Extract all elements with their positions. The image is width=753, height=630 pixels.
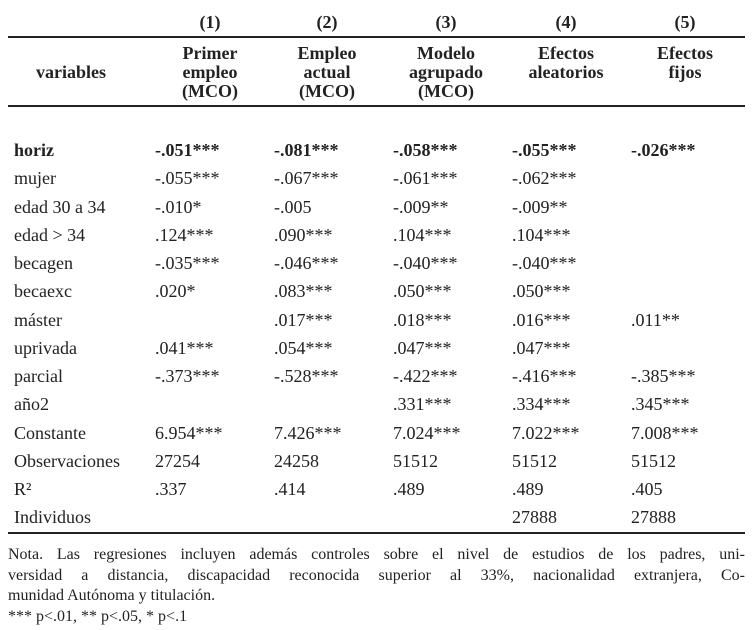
- cell: 24258: [274, 450, 319, 471]
- cell: -.385***: [631, 366, 696, 386]
- row-label: máster: [14, 309, 62, 330]
- cell: 7.024***: [393, 422, 461, 443]
- cell: .018***: [393, 309, 452, 330]
- cell: 7.426***: [274, 422, 342, 443]
- cell: -.416***: [512, 366, 577, 386]
- cell: .011**: [631, 309, 680, 330]
- cell: -.040***: [393, 253, 458, 273]
- column-title: agrupado: [408, 62, 484, 82]
- row-label: año2: [14, 394, 49, 415]
- cell: .337: [155, 479, 187, 499]
- cell: .334***: [512, 394, 571, 415]
- cell: .041***: [155, 337, 214, 358]
- cell: 6.954***: [155, 422, 223, 443]
- cell: .054***: [274, 337, 333, 358]
- cell: -.528***: [274, 366, 339, 386]
- cell: -.010*: [155, 196, 202, 217]
- column-title: (MCO): [182, 81, 238, 101]
- bottom-rule: [8, 532, 745, 534]
- cell: -.373***: [155, 366, 220, 386]
- cell: -.040***: [512, 253, 577, 273]
- cell: -.051***: [155, 140, 220, 160]
- cell: 51512: [631, 450, 676, 471]
- row-label: parcial: [14, 366, 63, 386]
- cell: .090***: [274, 224, 333, 245]
- column-title: empleo: [182, 62, 238, 82]
- cell: 27888: [631, 507, 676, 528]
- row-label: uprivada: [14, 337, 77, 358]
- cell: -.009**: [512, 196, 568, 217]
- note-line: versidad a distancia, discapacidad recon…: [8, 566, 745, 584]
- cell: .104***: [512, 224, 571, 245]
- column-title: aleatorios: [528, 62, 604, 82]
- cell: 7.008***: [631, 422, 699, 443]
- cell: -.009**: [393, 196, 449, 217]
- cell: .016***: [512, 309, 571, 330]
- note-line: Nota. Las regresiones incluyen además co…: [8, 546, 745, 563]
- column-number: (1): [199, 12, 221, 32]
- row-label: edad 30 a 34: [14, 196, 106, 217]
- top-rule: [8, 36, 745, 38]
- cell: -.055***: [155, 168, 220, 189]
- cell: .104***: [393, 224, 452, 245]
- row-label: becaexc: [14, 281, 72, 302]
- cell: -.026***: [631, 140, 696, 160]
- column-title: (MCO): [418, 81, 474, 101]
- cell: -.005: [274, 196, 312, 217]
- cell: .405: [631, 479, 663, 499]
- cell: .124***: [155, 224, 214, 245]
- cell: .047***: [393, 337, 452, 358]
- column-title: actual: [303, 62, 351, 82]
- column-title: Empleo: [297, 43, 357, 63]
- column-number: (4): [555, 12, 577, 32]
- row-label: Individuos: [14, 507, 92, 528]
- cell: .489: [512, 479, 544, 499]
- cell: .050***: [512, 281, 571, 302]
- cell: .489: [393, 479, 425, 499]
- cell: 27254: [155, 450, 200, 471]
- column-number: (5): [674, 12, 696, 32]
- cell: 7.022***: [512, 422, 580, 443]
- cell: -.061***: [393, 168, 458, 189]
- cell: -.062***: [512, 168, 577, 189]
- cell: -.058***: [393, 140, 458, 160]
- column-title: Primer: [182, 43, 238, 63]
- column-number: (2): [316, 12, 338, 32]
- note-line: munidad Autónoma y titulación.: [8, 587, 216, 604]
- header-rule: [8, 105, 745, 107]
- cell: .345***: [631, 394, 690, 415]
- cell: -.067***: [274, 168, 339, 189]
- cell: .020*: [155, 281, 196, 302]
- cell: -.055***: [512, 140, 577, 160]
- row-label: horiz: [14, 140, 54, 160]
- cell: .047***: [512, 337, 571, 358]
- cell: -.035***: [155, 253, 220, 273]
- column-title: Efectos: [538, 43, 594, 63]
- row-label: mujer: [14, 168, 56, 189]
- cell: 51512: [512, 450, 557, 471]
- cell: .017***: [274, 309, 333, 330]
- cell: -.422***: [393, 366, 458, 386]
- cell: 27888: [512, 507, 557, 528]
- column-number: (3): [435, 12, 457, 32]
- cell: 51512: [393, 450, 438, 471]
- cell: .050***: [393, 281, 452, 302]
- column-title: (MCO): [299, 81, 355, 101]
- column-title: fijos: [668, 62, 702, 82]
- row-label: Constante: [14, 422, 86, 443]
- cell: .083***: [274, 281, 333, 302]
- row-label: edad > 34: [14, 224, 86, 245]
- cell: -.081***: [274, 140, 339, 160]
- row-label: R²: [14, 479, 32, 499]
- cell: -.046***: [274, 253, 339, 273]
- row-label: Observaciones: [14, 450, 120, 471]
- cell: .331***: [393, 394, 452, 415]
- row-label: becagen: [14, 253, 73, 273]
- column-title: Modelo: [417, 43, 475, 63]
- stub-header: variables: [36, 62, 106, 82]
- cell: .414: [274, 479, 306, 499]
- column-title: Efectos: [657, 43, 713, 63]
- note-line: *** p<.01, ** p<.05, * p<.1: [8, 607, 188, 625]
